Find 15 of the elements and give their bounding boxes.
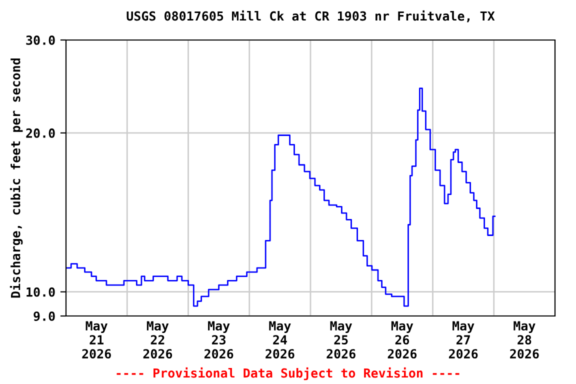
y-tick-label: 30.0	[26, 35, 55, 45]
x-tick-label: May 25 2026	[326, 321, 356, 359]
x-tick-label: May 27 2026	[448, 321, 478, 359]
y-axis-title: Discharge, cubic feet per second	[10, 58, 23, 298]
x-tick-label: May 28 2026	[510, 321, 539, 359]
y-tick-label: 20.0	[26, 128, 55, 138]
x-tick-label: May 26 2026	[388, 321, 417, 359]
y-tick-label: 9.0	[34, 311, 55, 321]
x-tick-label: May 24 2026	[266, 321, 294, 359]
x-tick-label: May 23 2026	[204, 321, 234, 359]
x-tick-label: May 21 2026	[82, 321, 111, 359]
text: ---- Provisional Data Subject to Revision ----	[116, 367, 460, 380]
x-tick-label: May 22 2026	[143, 321, 172, 359]
chart-title: USGS 08017605 Mill Ck at CR 1903 nr Fruitvale, TX	[126, 10, 495, 22]
y-tick-label: 10.0	[26, 287, 55, 297]
